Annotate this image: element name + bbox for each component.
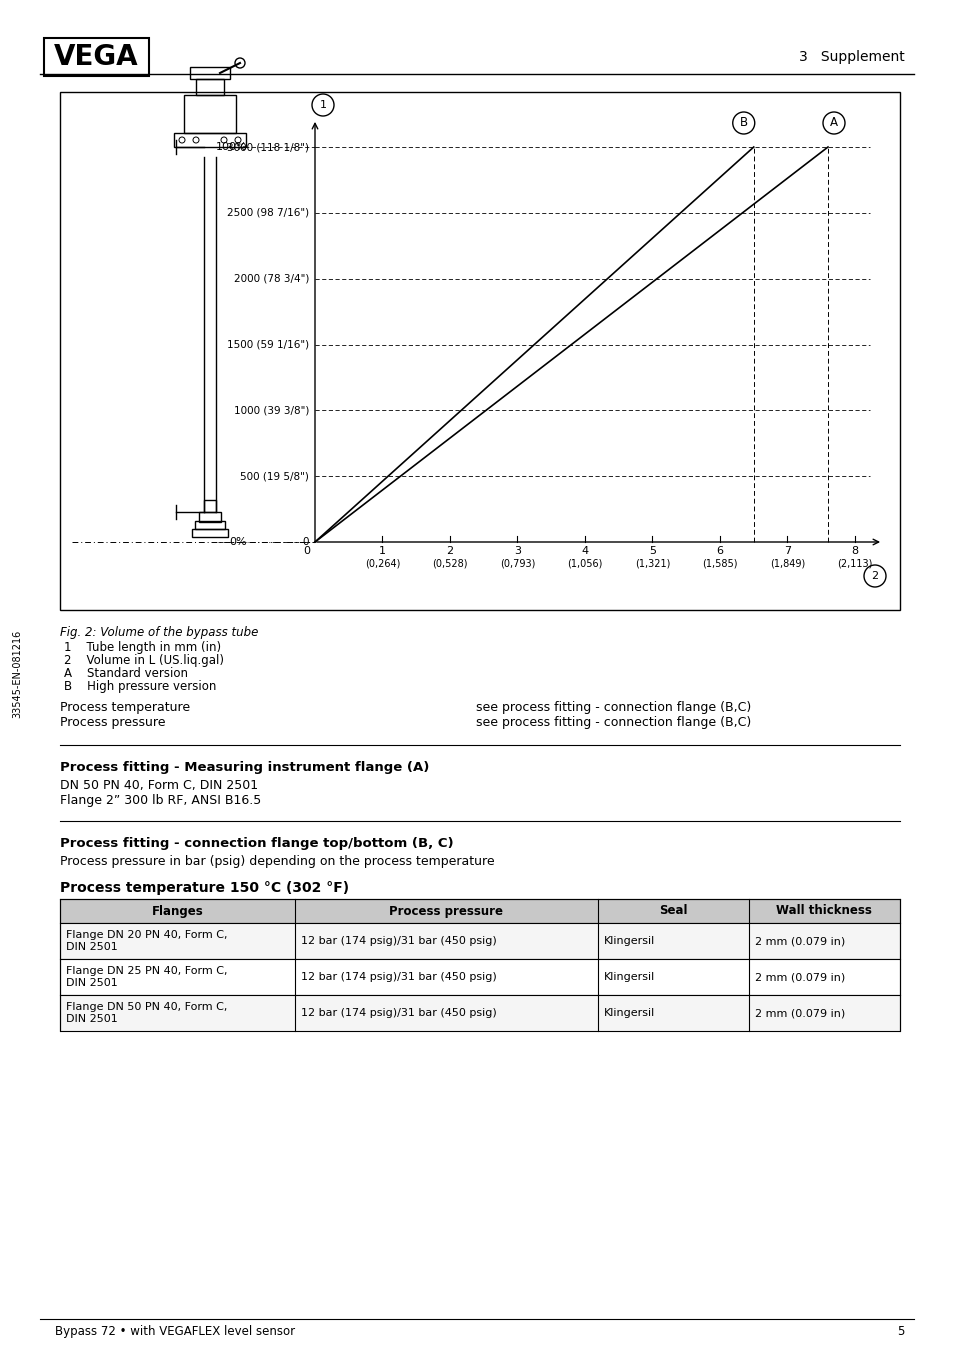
Text: 2 mm (0.079 in): 2 mm (0.079 in) (754, 936, 844, 946)
Text: (0,793): (0,793) (499, 558, 535, 567)
Bar (60, 959, 899, 995)
Bar (60, 899, 899, 923)
Bar (199, 512, 221, 523)
Text: (0,528): (0,528) (432, 558, 467, 567)
Text: B: B (739, 116, 747, 130)
Bar (204, 500, 215, 512)
Text: Bypass 72 • with VEGAFLEX level sensor: Bypass 72 • with VEGAFLEX level sensor (55, 1326, 294, 1338)
Text: Wall thickness: Wall thickness (776, 904, 871, 918)
Text: VEGA: VEGA (53, 43, 138, 70)
Text: 1: 1 (319, 100, 326, 110)
Text: B    High pressure version: B High pressure version (64, 680, 216, 693)
Text: 3: 3 (514, 546, 520, 556)
Text: A    Standard version: A Standard version (64, 668, 188, 680)
Text: 2 mm (0.079 in): 2 mm (0.079 in) (754, 972, 844, 982)
Text: Process temperature: Process temperature (60, 701, 190, 714)
Bar (44, 38, 149, 76)
Text: DIN 2501: DIN 2501 (66, 941, 117, 952)
Text: Process pressure in bar (psig) depending on the process temperature: Process pressure in bar (psig) depending… (60, 854, 494, 868)
Text: (1,056): (1,056) (567, 558, 602, 567)
Bar (192, 529, 228, 538)
Text: (0,264): (0,264) (364, 558, 399, 567)
Text: see process fitting - connection flange (B,C): see process fitting - connection flange … (476, 716, 750, 728)
Text: 0: 0 (302, 538, 309, 547)
Text: Flanges: Flanges (152, 904, 203, 918)
Text: 4: 4 (580, 546, 588, 556)
Text: 0%: 0% (229, 538, 247, 547)
Text: Flange 2” 300 lb RF, ANSI B16.5: Flange 2” 300 lb RF, ANSI B16.5 (60, 793, 261, 807)
Text: 1    Tube length in mm (in): 1 Tube length in mm (in) (64, 640, 221, 654)
Text: 7: 7 (783, 546, 790, 556)
Text: Klingersil: Klingersil (603, 1007, 654, 1018)
Bar (60, 923, 899, 959)
Text: DN 50 PN 40, Form C, DIN 2501: DN 50 PN 40, Form C, DIN 2501 (60, 779, 258, 792)
Text: 1: 1 (378, 546, 386, 556)
Text: see process fitting - connection flange (B,C): see process fitting - connection flange … (476, 701, 750, 714)
Text: A: A (829, 116, 837, 130)
Text: DIN 2501: DIN 2501 (66, 978, 117, 987)
Text: 0: 0 (303, 546, 310, 556)
Text: Process temperature 150 °C (302 °F): Process temperature 150 °C (302 °F) (60, 881, 349, 895)
Text: 2 mm (0.079 in): 2 mm (0.079 in) (754, 1007, 844, 1018)
Bar (173, 133, 246, 148)
Text: 2    Volume in L (US.liq.gal): 2 Volume in L (US.liq.gal) (64, 654, 224, 668)
Text: Klingersil: Klingersil (603, 972, 654, 982)
Text: 5: 5 (648, 546, 656, 556)
Text: Flange DN 20 PN 40, Form C,: Flange DN 20 PN 40, Form C, (66, 930, 227, 941)
Text: 12 bar (174 psig)/31 bar (450 psig): 12 bar (174 psig)/31 bar (450 psig) (301, 1007, 497, 1018)
Text: 3000 (118 1/8"): 3000 (118 1/8") (227, 142, 309, 152)
Text: 2: 2 (870, 571, 878, 581)
Text: 100%: 100% (215, 142, 247, 152)
Bar (195, 79, 224, 95)
Text: 1500 (59 1/16"): 1500 (59 1/16") (227, 340, 309, 349)
Text: 12 bar (174 psig)/31 bar (450 psig): 12 bar (174 psig)/31 bar (450 psig) (301, 972, 497, 982)
Text: 2500 (98 7/16"): 2500 (98 7/16") (227, 207, 309, 218)
Text: (2,113): (2,113) (837, 558, 872, 567)
Text: 2000 (78 3/4"): 2000 (78 3/4") (233, 274, 309, 284)
Text: 33545-EN-081216: 33545-EN-081216 (12, 630, 22, 718)
Text: 3   Supplement: 3 Supplement (799, 50, 904, 64)
Text: 5: 5 (897, 1326, 904, 1338)
Bar (60, 92, 899, 611)
Text: Flange DN 50 PN 40, Form C,: Flange DN 50 PN 40, Form C, (66, 1002, 227, 1013)
Text: DIN 2501: DIN 2501 (66, 1014, 117, 1024)
Bar (60, 995, 899, 1030)
Text: 500 (19 5/8"): 500 (19 5/8") (240, 471, 309, 481)
Text: Fig. 2: Volume of the bypass tube: Fig. 2: Volume of the bypass tube (60, 626, 258, 639)
Text: 2: 2 (446, 546, 453, 556)
Text: Klingersil: Klingersil (603, 936, 654, 946)
Text: (1,849): (1,849) (769, 558, 804, 567)
Text: 6: 6 (716, 546, 722, 556)
Text: 1000 (39 3/8"): 1000 (39 3/8") (233, 405, 309, 416)
Text: (1,321): (1,321) (634, 558, 670, 567)
Bar (190, 66, 230, 79)
Text: Process fitting - connection flange top/bottom (B, C): Process fitting - connection flange top/… (60, 837, 453, 850)
Text: Process fitting - Measuring instrument flange (A): Process fitting - Measuring instrument f… (60, 761, 429, 774)
Bar (194, 521, 225, 529)
Text: (1,585): (1,585) (701, 558, 737, 567)
Bar (184, 95, 235, 133)
Text: Process pressure: Process pressure (60, 716, 165, 728)
Text: Process pressure: Process pressure (389, 904, 503, 918)
Text: 12 bar (174 psig)/31 bar (450 psig): 12 bar (174 psig)/31 bar (450 psig) (301, 936, 497, 946)
Text: Flange DN 25 PN 40, Form C,: Flange DN 25 PN 40, Form C, (66, 967, 227, 976)
Text: 8: 8 (850, 546, 858, 556)
Text: Seal: Seal (659, 904, 687, 918)
